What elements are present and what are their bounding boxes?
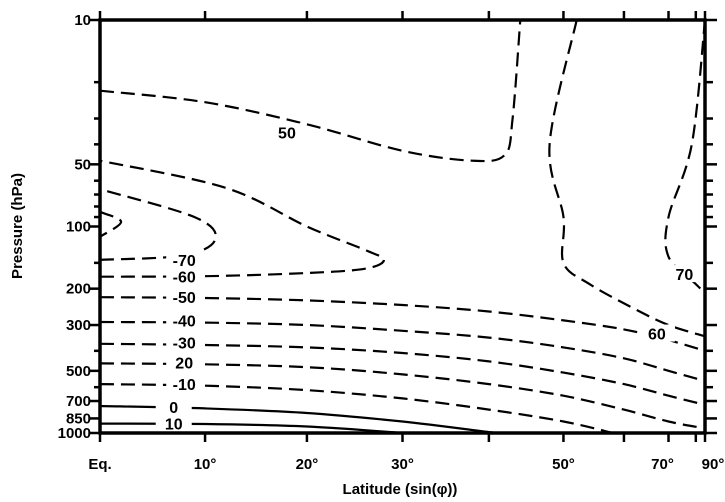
y-tick-label-0: 10 [74,12,91,29]
y-tick-label-6: 700 [66,393,91,410]
y-tick-label-2: 100 [66,219,91,236]
contour-label-5: -40 [173,313,196,330]
contour-line-9 [99,188,217,261]
contour-label-bg-4 [166,333,203,351]
contour-labels: 100 -10 20 -30 -40 -50 -60 60 -70 70 50 [155,123,703,434]
contour-label-0: 10 [165,417,183,434]
contour-line-5 [99,320,706,383]
contour-label-bg-5 [166,311,203,329]
contour-label-8: 60 [648,327,666,344]
contour-lines [99,19,707,435]
contour-label-2: -10 [173,377,196,394]
contour-line-7 [99,159,386,278]
contour-label-bg-2 [166,375,203,393]
contour-label-bg-7 [166,267,203,285]
y-tick-label-1: 50 [74,156,91,173]
contour-label-12: 50 [278,125,296,142]
contour-label-9: -70 [173,253,196,270]
contour-label-bg-10 [666,265,703,283]
x-tick-label-5: 70° [651,456,674,473]
contour-line-8 [548,19,706,338]
contour-label-bg-9 [166,250,203,268]
x-tick-label-2: 20° [296,456,319,473]
contour-label-7: -60 [173,270,196,287]
x-tick-label-3: 30° [391,456,414,473]
contour-label-bg-12 [268,123,305,141]
contour-line-4 [99,342,706,406]
x-tick-label-0: Eq. [88,456,111,473]
x-axis-tick-labels: Eq. 10° 20° 30° 50° 70° 90° [88,456,724,473]
y-tick-label-4: 300 [66,317,91,334]
contour-label-bg-3 [166,353,203,371]
contour-label-bg-0 [155,414,192,432]
contour-line-11 [99,210,123,238]
contour-label-6: -50 [173,290,196,307]
contour-label-3: 20 [175,355,193,372]
y-tick-label-8: 1000 [58,425,91,442]
contour-label-bg-1 [155,398,192,416]
contour-line-10 [664,19,707,294]
contour-label-bg-6 [166,288,203,306]
plot-frame [98,18,707,435]
y-axis-title: Pressure (hPa) [9,173,26,279]
y-tick-label-7: 850 [66,410,91,427]
contour-label-4: -30 [173,336,196,353]
contour-line-12 [99,19,522,163]
y-tick-label-5: 500 [66,363,91,380]
contour-label-1: 0 [169,400,178,417]
x-tick-label-4: 50° [552,456,575,473]
contour-label-bg-8 [638,324,675,342]
x-axis-title: Latitude (sin(φ)) [343,481,458,498]
x-tick-label-6: 90° [702,456,725,473]
y-tick-label-3: 200 [66,281,91,298]
contour-label-10: 70 [675,267,693,284]
contour-line-3 [99,362,706,430]
x-tick-label-1: 10° [194,456,217,473]
